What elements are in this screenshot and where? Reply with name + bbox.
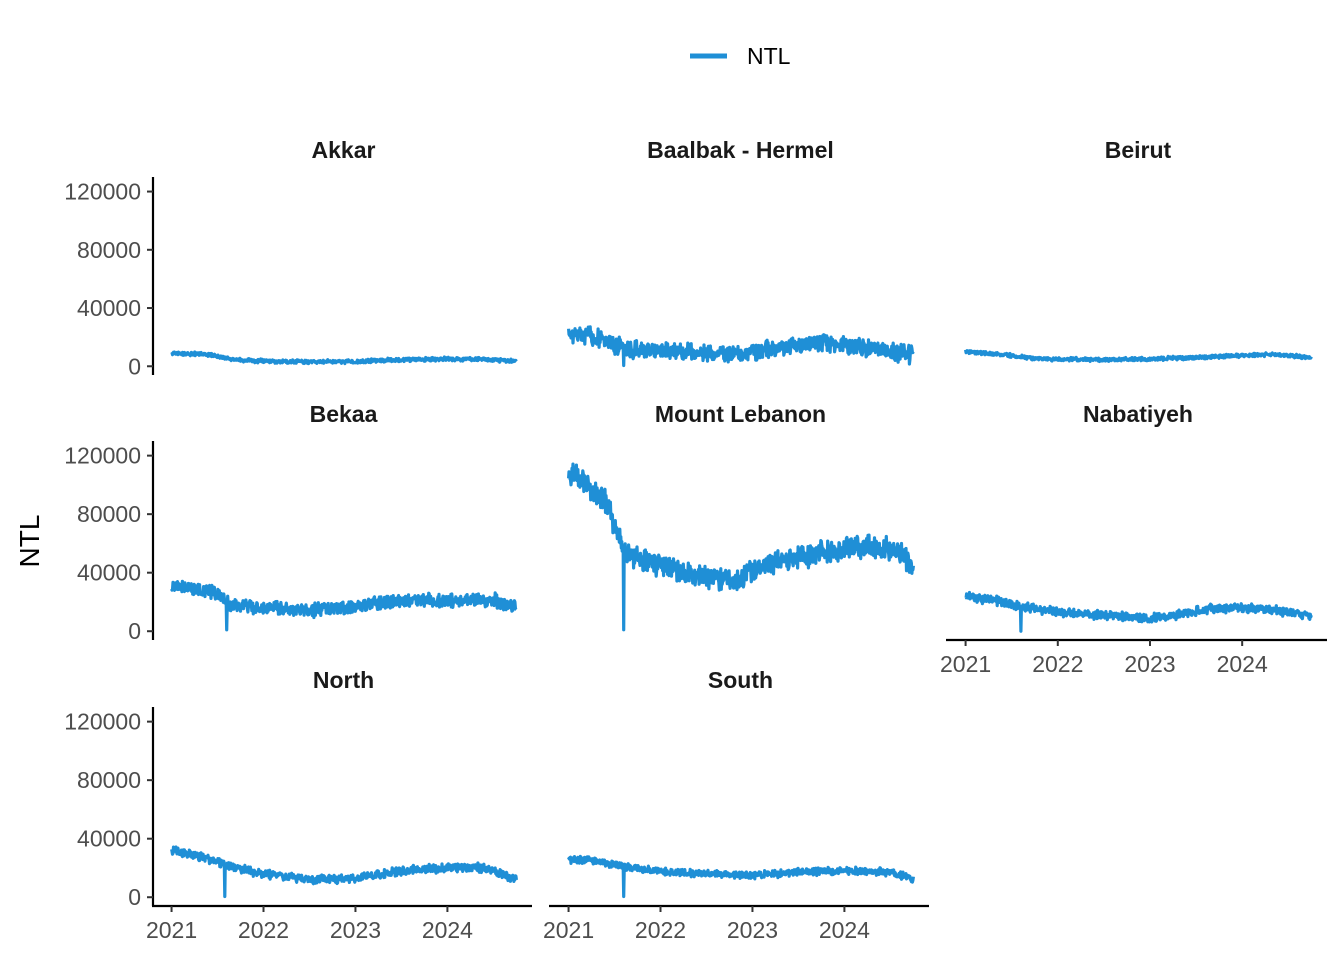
legend: NTL (690, 43, 791, 69)
x-tick-label: 2024 (819, 917, 870, 943)
x-tick-label: 2022 (635, 917, 686, 943)
facet-title-bekaa: Bekaa (310, 401, 378, 427)
facet-title-north: North (313, 667, 374, 693)
panel-nabatiyeh: Nabatiyeh 2021 2022 2023 2024 (940, 401, 1327, 677)
y-tick-label: 0 (128, 618, 141, 644)
y-tick-label: 80000 (77, 237, 141, 263)
series-line-ntl-baalbak-hermel (567, 325, 915, 368)
x-tick-label: 2024 (1217, 651, 1268, 677)
x-tick-label: 2021 (146, 917, 197, 943)
x-axis-north: 2021 2022 2023 2024 (146, 904, 532, 943)
x-axis-nabatiyeh: 2021 2022 2023 2024 (940, 638, 1327, 677)
x-tick-label: 2023 (1124, 651, 1175, 677)
y-tick-label: 40000 (77, 295, 141, 321)
y-axis-bekaa: 0 40000 80000 120000 (64, 441, 155, 644)
panel-baalbak-hermel: Baalbak - Hermel (567, 137, 915, 368)
y-axis-akkar: 0 40000 80000 120000 (64, 177, 155, 379)
x-tick-label: 2023 (727, 917, 778, 943)
panel-beirut: Beirut (964, 137, 1313, 364)
panel-bekaa: Bekaa 0 40000 80000 120000 (64, 401, 518, 644)
series-line-ntl-beirut (964, 349, 1313, 364)
y-tick-label: 120000 (64, 179, 141, 205)
y-tick-label: 0 (128, 353, 141, 379)
y-tick-label: 80000 (77, 767, 141, 793)
facet-title-south: South (708, 667, 773, 693)
facet-title-baalbak-hermel: Baalbak - Hermel (647, 137, 834, 163)
x-tick-label: 2022 (1032, 651, 1083, 677)
facet-panels: Akkar 0 40000 80000 120000 Baalbak - Hermel Be… (64, 137, 1327, 943)
y-tick-label: 0 (128, 884, 141, 910)
y-axis-north: 0 40000 80000 120000 (64, 707, 155, 910)
x-tick-label: 2024 (422, 917, 473, 943)
legend-label-ntl: NTL (747, 43, 791, 69)
series-line-ntl-north (170, 845, 518, 899)
y-tick-label: 120000 (64, 709, 141, 735)
series-line-ntl-south (567, 854, 915, 899)
x-tick-label: 2021 (543, 917, 594, 943)
facet-title-beirut: Beirut (1105, 137, 1172, 163)
x-tick-label: 2022 (238, 917, 289, 943)
y-tick-label: 80000 (77, 501, 141, 527)
facet-title-nabatiyeh: Nabatiyeh (1083, 401, 1193, 427)
panel-north: North 0 40000 80000 120000 2021 2022 2023 2024 (64, 667, 532, 943)
facet-title-mount-lebanon: Mount Lebanon (655, 401, 826, 427)
y-tick-label: 120000 (64, 443, 141, 469)
x-tick-label: 2023 (330, 917, 381, 943)
facet-title-akkar: Akkar (312, 137, 376, 163)
x-axis-south: 2021 2022 2023 2024 (543, 904, 929, 943)
y-axis-title: NTL (14, 515, 45, 568)
panel-akkar: Akkar 0 40000 80000 120000 (64, 137, 518, 379)
panel-mount-lebanon: Mount Lebanon (567, 401, 915, 632)
series-line-ntl-bekaa (170, 579, 518, 632)
series-line-ntl-mount-lebanon (567, 462, 915, 632)
y-tick-label: 40000 (77, 560, 141, 586)
series-line-ntl-akkar (170, 350, 518, 366)
y-tick-label: 40000 (77, 826, 141, 852)
series-line-ntl-nabatiyeh (964, 590, 1313, 633)
x-tick-label: 2021 (940, 651, 991, 677)
panel-south: South 2021 2022 2023 2024 (543, 667, 929, 943)
